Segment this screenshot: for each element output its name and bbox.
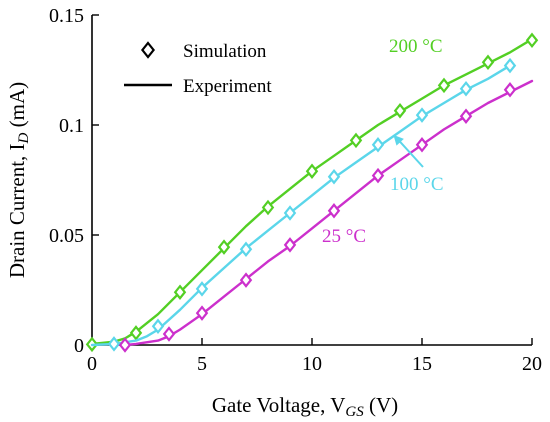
simulation-marker: [239, 241, 253, 258]
annotation-arrow-line: [397, 139, 424, 168]
simulation-marker: [415, 107, 429, 123]
legend-simulation-marker: [140, 41, 156, 59]
simulation-marker: [327, 203, 341, 219]
simulation-marker: [327, 168, 341, 185]
simulation-marker: [118, 337, 132, 353]
series-label: 25 °C: [322, 226, 366, 247]
ticks: 0 5 10 15 20 0 0.05 0.1 0.15: [49, 5, 542, 375]
simulation-marker: [129, 325, 143, 341]
simulation-marker: [162, 326, 176, 342]
simulation-marker: [217, 239, 231, 255]
simulation-marker: [195, 281, 209, 297]
simulation-marker: [459, 80, 473, 97]
experiment-line: [90, 64, 512, 347]
experiment-line: [90, 38, 534, 346]
simulation-marker: [437, 77, 451, 94]
annotations: 200 °C 100 °C 25 °C: [322, 36, 444, 247]
y-tick-label: 0: [74, 335, 84, 357]
series-label: 100 °C: [390, 174, 444, 195]
simulation-marker: [195, 305, 209, 321]
simulation-marker: [305, 163, 319, 179]
series-2: [118, 79, 534, 353]
simulation-marker: [283, 237, 297, 253]
x-tick-label: 15: [412, 353, 432, 375]
simulation-marker: [415, 137, 429, 153]
x-tick-label: 10: [302, 353, 322, 375]
annotation-arrow-head: [393, 134, 404, 146]
x-tick-label: 20: [522, 353, 542, 375]
y-tick-label: 0.05: [49, 225, 84, 247]
simulation-marker: [261, 199, 275, 216]
x-tick-label: 5: [197, 353, 207, 375]
simulation-marker: [371, 137, 385, 153]
x-axis-title: Gate Voltage, VGS (V): [212, 393, 398, 420]
simulation-marker: [349, 132, 363, 149]
series-label: 200 °C: [389, 36, 443, 57]
simulation-marker: [503, 82, 517, 98]
x-tick-label: 0: [87, 353, 97, 375]
legend-experiment-label: Experiment: [183, 76, 272, 97]
simulation-marker: [283, 205, 297, 221]
simulation-marker: [151, 318, 165, 335]
simulation-marker: [173, 284, 187, 300]
simulation-marker: [393, 102, 407, 119]
simulation-marker: [371, 167, 385, 184]
simulation-marker: [459, 108, 473, 124]
y-axis-title: Drain Current, ID (mA): [5, 82, 32, 278]
legend-simulation-label: Simulation: [183, 41, 267, 62]
series-1: [90, 57, 517, 352]
simulation-marker: [481, 54, 495, 71]
series-layer: [85, 32, 539, 353]
y-tick-label: 0.15: [49, 5, 84, 27]
y-tick-label: 0.1: [59, 115, 84, 137]
simulation-marker: [503, 57, 517, 74]
axes: [91, 15, 532, 346]
simulation-marker: [525, 32, 539, 49]
simulation-marker: [107, 336, 121, 352]
series-0: [85, 32, 539, 353]
legend: Simulation Experiment: [124, 41, 272, 97]
simulation-marker: [239, 272, 253, 288]
